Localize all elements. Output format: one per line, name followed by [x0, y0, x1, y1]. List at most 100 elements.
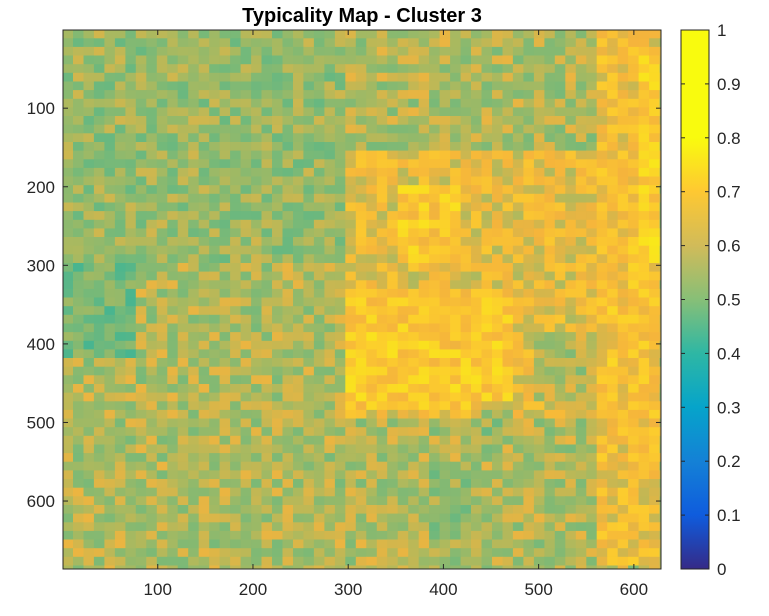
heat-cell	[596, 263, 608, 273]
heat-cell	[376, 375, 388, 385]
heat-cell	[114, 142, 126, 152]
heat-cell	[240, 46, 252, 57]
heat-cell	[167, 133, 179, 143]
heat-cell	[565, 237, 577, 247]
heat-cell	[586, 159, 598, 169]
heat-cell	[83, 46, 95, 57]
heat-cell	[408, 444, 420, 454]
heat-cell	[397, 185, 409, 195]
heat-cell	[272, 539, 284, 549]
heat-cell	[512, 453, 524, 463]
heat-cell	[324, 548, 336, 558]
heat-cell	[313, 435, 325, 445]
heat-cell	[366, 202, 378, 212]
heat-cell	[293, 271, 305, 281]
heat-cell	[240, 116, 252, 126]
heat-cell	[63, 435, 74, 445]
heat-cell	[554, 46, 566, 57]
heat-cell	[156, 392, 168, 402]
heat-cell	[607, 401, 619, 411]
heat-cell	[156, 565, 168, 569]
heat-cell	[366, 288, 378, 299]
heat-cell	[565, 418, 577, 428]
heat-cell	[586, 375, 598, 385]
heat-cell	[146, 418, 158, 428]
heat-cell	[512, 81, 524, 91]
heat-cell	[135, 401, 147, 411]
heat-cell	[450, 81, 462, 91]
heat-cell	[512, 323, 524, 333]
heat-cell	[73, 90, 85, 100]
heat-cell	[397, 453, 409, 463]
heat-cell	[293, 548, 305, 558]
heat-cell	[649, 349, 661, 359]
heat-cell	[324, 245, 336, 255]
heat-cell	[533, 539, 545, 549]
heat-cell	[533, 133, 545, 143]
heat-cell	[523, 384, 535, 394]
heat-cell	[324, 366, 336, 376]
heat-cell	[303, 81, 315, 91]
heat-cell	[481, 435, 493, 445]
heat-cell	[188, 479, 200, 489]
heat-cell	[230, 228, 242, 238]
heat-cell	[460, 167, 472, 178]
heat-cell	[523, 142, 535, 152]
heat-cell	[83, 487, 95, 497]
heat-cell	[638, 219, 650, 229]
heat-cell	[439, 237, 451, 247]
heat-cell	[355, 263, 367, 273]
heat-cell	[261, 392, 273, 402]
heat-cell	[73, 427, 85, 437]
heat-cell	[73, 254, 85, 264]
heat-cell	[638, 98, 650, 108]
heat-cell	[481, 487, 493, 497]
heat-cell	[135, 167, 147, 178]
heat-cell	[251, 167, 263, 178]
heat-cell	[450, 323, 462, 333]
heat-cell	[345, 366, 357, 376]
heat-cell	[303, 470, 315, 480]
heat-cell	[638, 30, 650, 39]
heat-cell	[293, 444, 305, 454]
heat-cell	[450, 288, 462, 299]
heat-cell	[376, 392, 388, 402]
heat-cell	[628, 64, 640, 74]
heat-cell	[565, 280, 577, 290]
heat-cell	[188, 306, 200, 316]
heat-cell	[565, 228, 577, 238]
heat-cell	[261, 193, 273, 203]
heat-cell	[282, 505, 294, 515]
heat-cell	[617, 358, 629, 368]
heat-cell	[293, 211, 305, 221]
heat-cell	[63, 124, 74, 134]
heat-cell	[156, 427, 168, 437]
heat-cell	[460, 124, 472, 134]
heat-cell	[408, 245, 420, 255]
heat-cell	[334, 98, 346, 108]
heat-cell	[523, 228, 535, 238]
heat-cell	[303, 409, 315, 420]
heat-cell	[586, 522, 598, 532]
heat-cell	[565, 288, 577, 299]
heat-cell	[345, 30, 357, 39]
heat-cell	[251, 211, 263, 221]
heat-cell	[387, 358, 399, 368]
heat-cell	[554, 288, 566, 299]
heat-cell	[272, 505, 284, 515]
heat-cell	[397, 375, 409, 385]
heat-cell	[512, 470, 524, 480]
heat-cell	[282, 72, 294, 82]
heat-cell	[156, 522, 168, 532]
heat-cell	[397, 159, 409, 169]
heat-cell	[450, 401, 462, 411]
heat-cell	[63, 150, 74, 160]
heat-cell	[272, 280, 284, 290]
heat-cell	[230, 505, 242, 515]
heat-cell	[261, 505, 273, 515]
heat-cell	[272, 271, 284, 281]
heat-cell	[649, 133, 661, 143]
heat-cell	[313, 116, 325, 126]
heat-cell	[439, 358, 451, 368]
heat-cell	[607, 314, 619, 324]
